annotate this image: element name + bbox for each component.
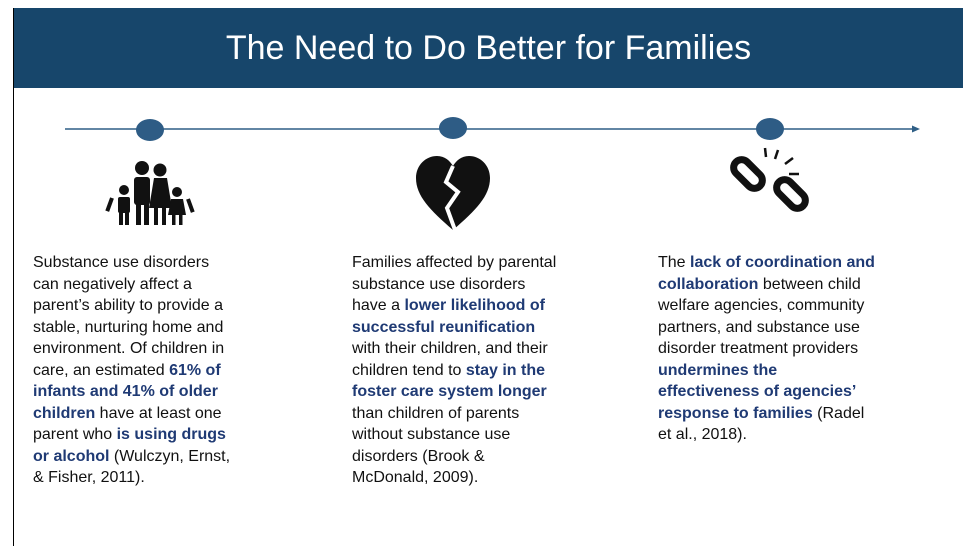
bold-text: successful reunification bbox=[352, 318, 536, 336]
text: without substance use bbox=[352, 426, 511, 443]
text-line: without substance use bbox=[352, 424, 556, 446]
text-column: The lack of coordination and collaboratio… bbox=[658, 252, 875, 446]
text: disorder treatment providers bbox=[658, 340, 859, 357]
timeline-dot bbox=[439, 117, 467, 139]
text-column: Families affected by parental substance u… bbox=[352, 252, 556, 489]
bold-text: lack of coordination and bbox=[690, 254, 875, 271]
text-line: response to families (Radel bbox=[658, 403, 875, 425]
text: care, an estimated bbox=[33, 361, 170, 379]
text-line: than children of parents bbox=[352, 403, 556, 425]
bold-text: lower likelihood of bbox=[404, 297, 545, 314]
text-line: with their children, and their bbox=[352, 338, 556, 360]
text-line: care, an estimated 61% of bbox=[33, 360, 230, 382]
header-band bbox=[14, 8, 963, 88]
text-line: Substance use disorders bbox=[33, 252, 230, 274]
text-line: disorder treatment providers bbox=[658, 338, 875, 360]
text-line: children have at least one bbox=[33, 403, 230, 425]
text-line: welfare agencies, community bbox=[658, 295, 875, 317]
text: children tend to bbox=[352, 361, 466, 379]
text-line: effectiveness of agencies’ bbox=[658, 381, 875, 403]
text: parent’s ability to provide a bbox=[33, 297, 224, 314]
text-line: McDonald, 2009). bbox=[352, 467, 556, 489]
text: & Fisher, 2011). bbox=[33, 469, 145, 486]
text: partners, and substance use bbox=[658, 318, 860, 336]
text-line: parent’s ability to provide a bbox=[33, 295, 230, 317]
text: can negatively affect a bbox=[33, 275, 192, 293]
text-line: foster care system longer bbox=[352, 381, 556, 403]
text-line: undermines the bbox=[658, 360, 875, 382]
text-line: infants and 41% of older bbox=[33, 381, 230, 403]
text: with their children, and their bbox=[352, 340, 548, 357]
text-line: partners, and substance use bbox=[658, 317, 875, 339]
text: disorders (Brook & bbox=[352, 447, 485, 465]
text: The bbox=[658, 254, 691, 271]
text-line: et al., 2018). bbox=[658, 424, 875, 446]
bold-text: or alcohol bbox=[33, 447, 110, 465]
text-line: parent who is using drugs bbox=[33, 424, 230, 446]
bold-text: infants and 41% of older bbox=[33, 383, 218, 400]
text-line: children tend to stay in the bbox=[352, 360, 556, 382]
text-line: The lack of coordination and bbox=[658, 252, 875, 274]
text: stable, nurturing home and bbox=[33, 318, 224, 336]
text: than children of parents bbox=[352, 404, 520, 422]
text: parent who bbox=[33, 426, 117, 443]
left-border bbox=[13, 8, 14, 546]
text-line: Families affected by parental bbox=[352, 252, 556, 274]
heart-icon bbox=[416, 156, 490, 231]
title: The Need to Do Better for Families bbox=[225, 29, 752, 67]
text: have at least one bbox=[95, 404, 222, 422]
text-line: can negatively affect a bbox=[33, 274, 230, 296]
text: (Wulczyn, Ernst, bbox=[109, 447, 231, 465]
text-line: successful reunification bbox=[352, 317, 556, 339]
text-column: Substance use disorders can negatively af… bbox=[33, 252, 230, 489]
text-line: collaboration between child bbox=[658, 274, 875, 296]
timeline-dot bbox=[756, 118, 784, 140]
text: et al., 2018). bbox=[658, 426, 747, 443]
text: between child bbox=[758, 275, 861, 293]
bold-text: response to families bbox=[658, 404, 813, 422]
text-line: have a lower likelihood of bbox=[352, 295, 556, 317]
broken-chain-icon bbox=[730, 147, 809, 212]
text: have a bbox=[352, 297, 405, 314]
text-line: environment. Of children in bbox=[33, 338, 230, 360]
text-line: disorders (Brook & bbox=[352, 446, 556, 468]
bold-text: effectiveness of agencies’ bbox=[658, 383, 857, 400]
bold-text: foster care system longer bbox=[352, 383, 547, 400]
text: Substance use disorders bbox=[33, 254, 210, 271]
text: welfare agencies, community bbox=[658, 297, 865, 314]
arrow-head bbox=[912, 125, 920, 133]
text: Families affected by parental bbox=[352, 254, 557, 271]
text-line: & Fisher, 2011). bbox=[33, 467, 230, 489]
bold-text: undermines the bbox=[658, 361, 778, 379]
text-line: or alcohol (Wulczyn, Ernst, bbox=[33, 446, 230, 468]
bold-text: 61% of bbox=[169, 361, 221, 379]
text-line: substance use disorders bbox=[352, 274, 556, 296]
timeline-dot bbox=[136, 119, 164, 141]
text: (Radel bbox=[812, 404, 865, 422]
bold-text: collaboration bbox=[658, 275, 759, 293]
text: substance use disorders bbox=[352, 275, 526, 293]
bold-text: children bbox=[33, 404, 96, 422]
family-icon bbox=[105, 161, 195, 225]
bold-text: is using drugs bbox=[116, 426, 226, 443]
bold-text: stay in the bbox=[465, 361, 545, 379]
text: McDonald, 2009). bbox=[352, 469, 479, 486]
text-line: stable, nurturing home and bbox=[33, 317, 230, 339]
text: environment. Of children in bbox=[33, 340, 225, 357]
